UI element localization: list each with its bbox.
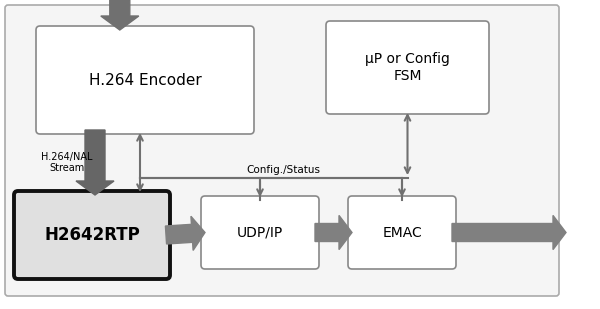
Text: μP or Config
FSM: μP or Config FSM	[365, 53, 450, 83]
FancyBboxPatch shape	[326, 21, 489, 114]
FancyBboxPatch shape	[201, 196, 319, 269]
Polygon shape	[76, 130, 114, 195]
Text: H.264 Encoder: H.264 Encoder	[89, 73, 202, 87]
FancyBboxPatch shape	[36, 26, 254, 134]
FancyBboxPatch shape	[5, 5, 559, 296]
Polygon shape	[452, 215, 566, 250]
Polygon shape	[315, 215, 352, 250]
Polygon shape	[101, 0, 139, 30]
FancyBboxPatch shape	[14, 191, 170, 279]
FancyBboxPatch shape	[348, 196, 456, 269]
Polygon shape	[166, 216, 205, 250]
Text: Config./Status: Config./Status	[247, 165, 321, 175]
Text: H.264/NAL
Stream: H.264/NAL Stream	[41, 152, 93, 173]
Text: EMAC: EMAC	[382, 226, 422, 239]
Text: H2642RTP: H2642RTP	[44, 226, 140, 244]
Text: UDP/IP: UDP/IP	[237, 226, 283, 239]
